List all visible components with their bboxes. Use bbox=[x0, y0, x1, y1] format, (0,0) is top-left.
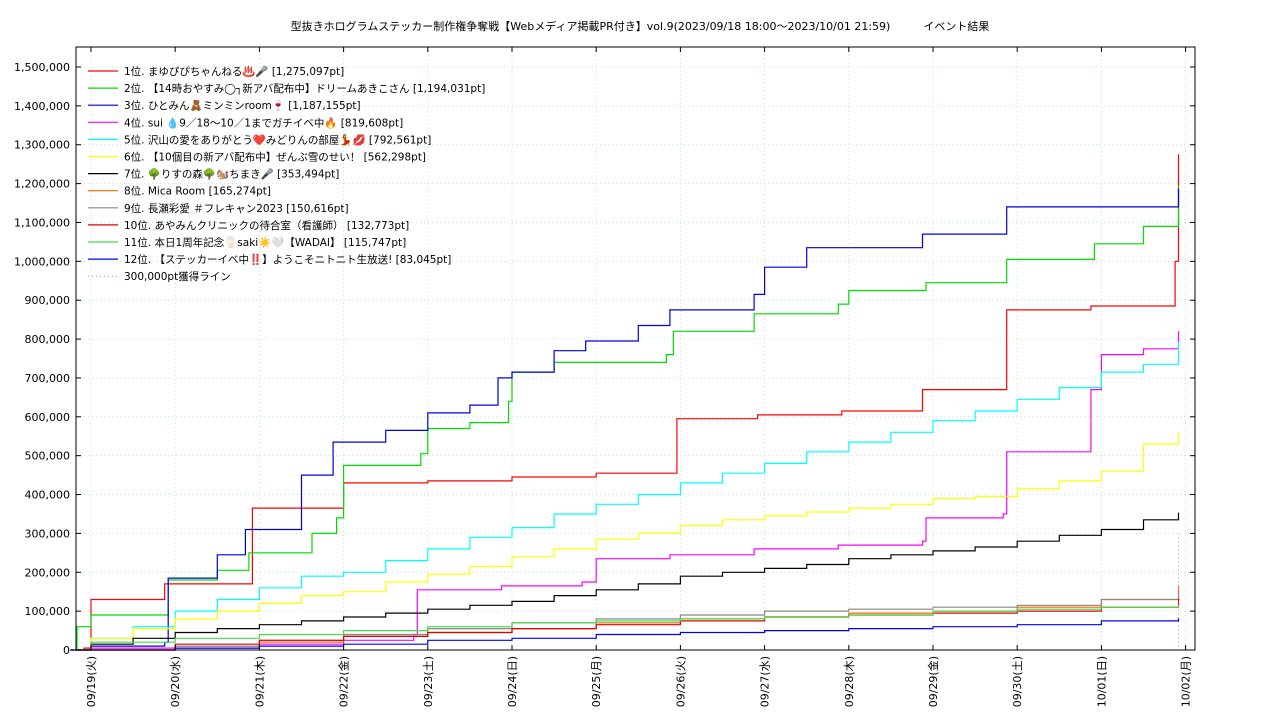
plot-frame bbox=[75, 46, 1196, 651]
y-tick-label: 0 bbox=[63, 644, 70, 657]
y-tick-label: 1,300,000 bbox=[14, 139, 70, 152]
series-line bbox=[70, 585, 1180, 651]
series-line bbox=[70, 617, 1180, 651]
legend-label: 300,000pt獲得ライン bbox=[124, 270, 231, 283]
x-tick-label: 09/28(木) bbox=[843, 656, 856, 707]
x-axis: 09/19(火) 09/20(水) 09/21(木) 09/22(金) 09/23(土)… bbox=[85, 47, 1193, 707]
legend-label: 2位. 【14時おやすみ◯┐新アバ配布中】ドリームあきこさん [1,194,03… bbox=[124, 82, 485, 95]
chart-title: 型抜きホログラムステッカー制作権争奪戦【Webメディア掲載PR付き】vol.9(… bbox=[290, 20, 990, 33]
x-tick-label: 09/29(金) bbox=[926, 656, 940, 707]
x-tick-label: 09/23(土) bbox=[422, 656, 435, 707]
legend-label: 10位. あやみんクリニックの待合室（看護師） [132,773pt] bbox=[124, 219, 409, 232]
y-tick-label: 1,000,000 bbox=[14, 255, 70, 268]
series-line bbox=[70, 331, 1180, 651]
series-line bbox=[70, 431, 1180, 651]
y-tick-label: 200,000 bbox=[25, 566, 71, 579]
legend-label: 4位. sui 💧9／18〜10／1までガチイベ中🔥 [819,608pt] bbox=[124, 116, 403, 129]
y-axis: 0 100,000 200,000 300,000 400,000 500,000 600,… bbox=[14, 61, 1195, 657]
series-line bbox=[70, 605, 1180, 651]
y-tick-label: 1,200,000 bbox=[14, 178, 70, 191]
series-line bbox=[70, 188, 1180, 651]
y-tick-label: 400,000 bbox=[25, 489, 71, 502]
series-line bbox=[70, 598, 1180, 651]
legend: 1位. まゆぴぴちゃんねる♨️🎤 [1,275,097pt] 2位. 【14時おや… bbox=[88, 65, 485, 283]
x-tick-label: 09/26(火) bbox=[674, 656, 687, 707]
y-tick-label: 900,000 bbox=[25, 294, 71, 307]
x-tick-label: 09/27(水) bbox=[759, 656, 772, 707]
y-tick-label: 1,400,000 bbox=[14, 100, 70, 113]
series-line bbox=[70, 154, 1180, 651]
series-line bbox=[70, 533, 1179, 651]
x-tick-label: 09/24(日) bbox=[506, 656, 519, 707]
series-lines bbox=[70, 154, 1180, 651]
x-tick-label: 09/25(月) bbox=[590, 656, 603, 707]
legend-label: 8位. Mica Room [165,274pt] bbox=[124, 185, 271, 198]
y-tick-label: 500,000 bbox=[25, 450, 71, 463]
x-tick-label: 09/22(金) bbox=[337, 656, 351, 707]
x-tick-label: 09/19(火) bbox=[85, 656, 98, 707]
legend-label: 7位. 🌳りすの森🌳🐿️ちまき🎤 [353,494pt] bbox=[124, 168, 339, 181]
x-tick-label: 09/30(土) bbox=[1011, 656, 1024, 707]
legend-label: 3位. ひとみん🧸ミンミンroom🍷 [1,187,155pt] bbox=[124, 99, 361, 112]
y-tick-label: 700,000 bbox=[25, 372, 71, 385]
y-tick-label: 800,000 bbox=[25, 333, 71, 346]
legend-label: 5位. 沢山の愛をありがとう❤️みどりんの部屋💃💋 [792,561pt] bbox=[124, 133, 431, 146]
legend-label: 12位. 【ステッカーイベ中‼️】ようこそニトニト生放送! [83,045pt] bbox=[124, 253, 451, 266]
y-tick-label: 1,100,000 bbox=[14, 216, 70, 229]
series-line bbox=[70, 342, 1180, 651]
x-tick-label: 09/21(木) bbox=[253, 656, 266, 707]
y-tick-label: 300,000 bbox=[25, 527, 71, 540]
legend-label: 11位. 本日1周年記念🥛saki☀️🤍【WADAI】 [115,747pt] bbox=[124, 236, 406, 249]
x-tick-label: 09/20(水) bbox=[169, 656, 182, 707]
x-tick-label: 10/02(月) bbox=[1180, 656, 1193, 707]
y-tick-label: 1,500,000 bbox=[14, 61, 70, 74]
legend-label: 9位. 長瀬彩愛 ＃フレキャン2023 [150,616pt] bbox=[124, 202, 349, 215]
legend-label: 6位. 【10個目の新アバ配布中】ぜんぶ雪のせい！ [562,298pt] bbox=[124, 151, 426, 164]
y-tick-label: 100,000 bbox=[25, 605, 71, 618]
legend-label: 1位. まゆぴぴちゃんねる♨️🎤 [1,275,097pt] bbox=[124, 65, 344, 78]
grid-lines bbox=[76, 47, 1195, 650]
x-tick-label: 10/01(日) bbox=[1095, 656, 1108, 707]
y-tick-label: 600,000 bbox=[25, 411, 71, 424]
series-line bbox=[70, 512, 1180, 651]
